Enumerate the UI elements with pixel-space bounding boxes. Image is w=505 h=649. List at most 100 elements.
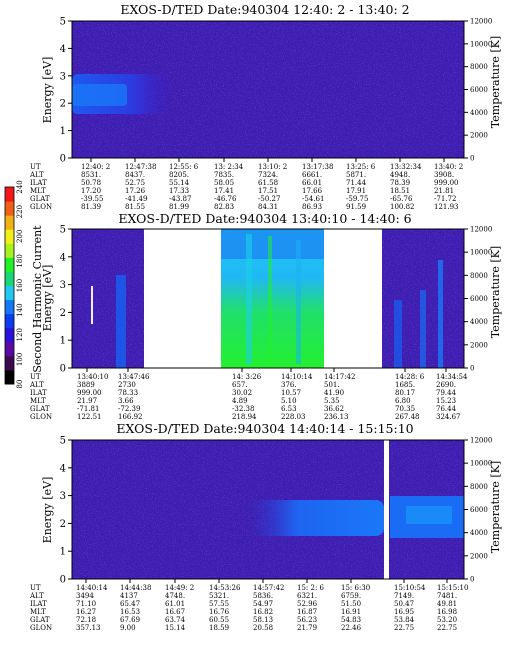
table-cell: 6.80 [395, 397, 411, 405]
panel-2-segment-1-streak [116, 275, 126, 368]
panel-2-segment-1-spike [91, 286, 93, 324]
colorbar-tick-label: 240 [16, 180, 24, 193]
table-row-label: UT [30, 584, 41, 592]
table-cell: 17.41 [214, 187, 234, 195]
y2-tick-label: 10000 [470, 460, 492, 468]
panel-2-segment-3-streak-c [438, 260, 443, 368]
table-cell: 4948. [390, 171, 410, 179]
y-tick-label: 3 [60, 71, 66, 82]
table-cell: 22.46 [341, 624, 362, 632]
y2-tick-label: 8000 [470, 483, 488, 491]
table-cell: -32.38 [232, 405, 254, 413]
panel-2-segment-1-noise [72, 229, 144, 368]
table-cell: 61.58 [258, 179, 278, 187]
table-cell: 236.13 [324, 413, 349, 421]
table-cell: 8205. [169, 171, 189, 179]
table-cell: 14:49: 2 [165, 584, 194, 592]
table-cell: 56.23 [297, 616, 317, 624]
y2-tick-label: 6000 [470, 86, 488, 94]
y-tick-label: 0 [60, 364, 66, 375]
table-cell: 10.57 [281, 389, 301, 397]
panel-2-segment-3-streak-b [420, 290, 426, 368]
table-cell: -50.27 [258, 195, 280, 203]
y2-tick-label: 12000 [470, 18, 492, 26]
table-cell: 81.99 [169, 203, 189, 211]
table-cell: 6661. [302, 171, 322, 179]
table-row-label: MLT [30, 187, 46, 195]
y2-tick-label: 0 [470, 365, 474, 373]
table-cell: -39.55 [81, 195, 103, 203]
table-cell: 5.35 [324, 397, 340, 405]
y2-tick-label: 12000 [470, 226, 492, 234]
table-cell: 79.44 [436, 389, 457, 397]
table-cell: -72.39 [118, 405, 140, 413]
table-cell: 17.26 [125, 187, 146, 195]
table-cell: 50.78 [81, 179, 101, 187]
table-cell: 55.14 [169, 179, 190, 187]
table-cell: 999.00 [434, 179, 459, 187]
table-cell: 65.47 [120, 600, 140, 608]
y2-tick-label: 0 [470, 155, 474, 163]
panel-3-signal-band [250, 500, 384, 536]
table-cell: 4137 [120, 592, 138, 600]
y2-tick-label: 8000 [470, 63, 488, 71]
colorbar-swatch [5, 341, 14, 357]
panel-2: EXOS-D/TED Date:940304 13:40:10 - 14:40:… [29, 211, 502, 421]
table-cell: 53.20 [437, 616, 457, 624]
table-row-label: ILAT [30, 600, 47, 608]
table-cell: 13:32:34 [390, 163, 422, 171]
y-tick-label: 4 [60, 44, 66, 55]
table-cell: 14:53:26 [209, 584, 241, 592]
table-cell: 14:57:42 [253, 584, 284, 592]
table-cell: 13:40: 2 [434, 163, 463, 171]
table-cell: 324.67 [436, 413, 461, 421]
table-cell: 6321. [297, 592, 317, 600]
table-cell: 15: 6:30 [341, 584, 370, 592]
table-cell: 1685. [395, 381, 415, 389]
table-cell: 58.13 [253, 616, 273, 624]
panel-3-data-gap [384, 440, 389, 579]
table-cell: 21.81 [434, 187, 454, 195]
table-cell: 13:25: 6 [346, 163, 376, 171]
table-cell: 12:55: 6 [169, 163, 199, 171]
table-cell: 61.01 [165, 600, 185, 608]
table-cell: 14:40:14 [76, 584, 108, 592]
table-row-label: MLT [30, 608, 46, 616]
table-cell: 16.67 [165, 608, 185, 616]
y-tick-label: 4 [60, 252, 66, 263]
table-cell: 30.02 [232, 389, 252, 397]
table-cell: 12:47:38 [125, 163, 156, 171]
table-cell: 15:15:10 [437, 584, 468, 592]
table-cell: -54.61 [302, 195, 324, 203]
table-cell: 267.48 [395, 413, 420, 421]
table-cell: 7835. [214, 171, 234, 179]
table-row-label: ALT [29, 171, 44, 179]
panel-3: EXOS-D/TED Date:940304 14:40:14 - 15:15:… [29, 421, 502, 632]
table-cell: 41.90 [324, 389, 344, 397]
table-cell: 17.33 [169, 187, 189, 195]
colorbar-tick-label: 100 [16, 353, 24, 366]
table-cell: 13:10: 2 [258, 163, 287, 171]
y2-tick-label: 4000 [470, 529, 488, 537]
y-tick-label: 1 [60, 547, 66, 558]
table-cell: 5321. [209, 592, 229, 600]
table-cell: -41.49 [125, 195, 147, 203]
table-cell: 86.93 [302, 203, 322, 211]
y-tick-label: 0 [60, 154, 66, 165]
colorbar-swatch [5, 299, 14, 315]
panel-2-segment-3-streak-a [394, 300, 402, 368]
table-cell: 100.82 [390, 203, 415, 211]
y2-tick-label: 4000 [470, 109, 488, 117]
table-cell: 9.00 [120, 624, 136, 632]
table-cell: 8531. [81, 171, 101, 179]
panel-1-y2-label: Temperature [K] [489, 36, 502, 128]
colorbar-tick-label: 200 [16, 230, 24, 243]
colorbar-swatch [5, 355, 14, 371]
table-row-label: GLON [30, 203, 52, 211]
table-cell: 15.14 [165, 624, 186, 632]
table-cell: 5.10 [281, 397, 297, 405]
table-cell: 17.91 [346, 187, 366, 195]
table-cell: 71.44 [346, 179, 367, 187]
table-cell: 4.89 [232, 397, 248, 405]
table-cell: 7324. [258, 171, 278, 179]
